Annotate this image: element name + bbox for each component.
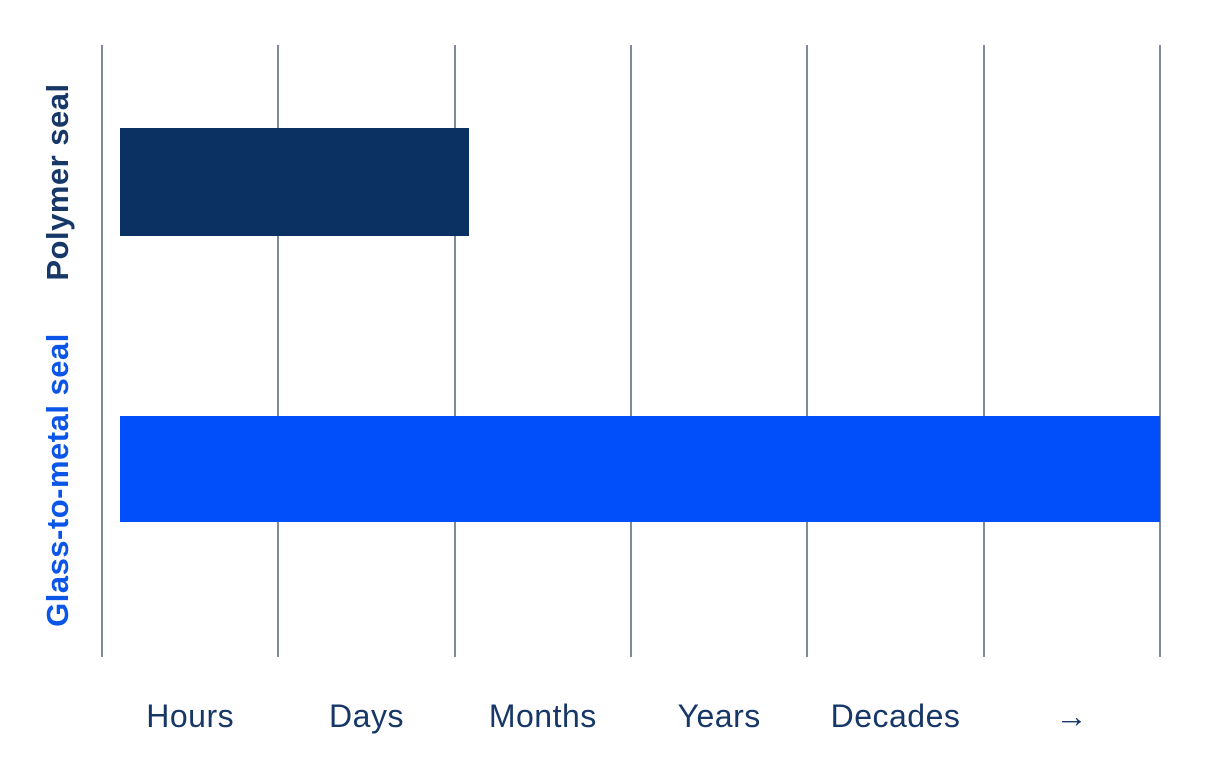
gridlines xyxy=(101,45,1161,657)
x-axis-tick-labels: Hours Days Months Years Decades → xyxy=(102,688,1160,744)
bar-polymer-seal xyxy=(120,128,469,236)
x-tick-arrow-right-icon: → xyxy=(1055,697,1089,734)
gridline xyxy=(101,45,103,657)
y-axis-label-polymer-seal: Polymer seal xyxy=(40,83,75,281)
x-tick-days: Days xyxy=(329,697,404,734)
gridline xyxy=(1159,45,1161,657)
x-tick-months: Months xyxy=(488,697,597,734)
gridline xyxy=(277,45,280,657)
y-axis-label-glass-to-metal-seal: Glass-to-metal seal xyxy=(40,333,75,627)
x-tick-decades: Decades xyxy=(830,697,961,734)
x-tick-hours: Hours xyxy=(146,697,235,734)
bar-glass-to-metal-seal xyxy=(120,416,1160,522)
gridline xyxy=(453,45,456,657)
gridline xyxy=(806,45,809,657)
x-tick-years: Years xyxy=(677,697,761,734)
gridline xyxy=(982,45,985,657)
plot-area xyxy=(101,45,1161,657)
gridline xyxy=(630,45,632,657)
